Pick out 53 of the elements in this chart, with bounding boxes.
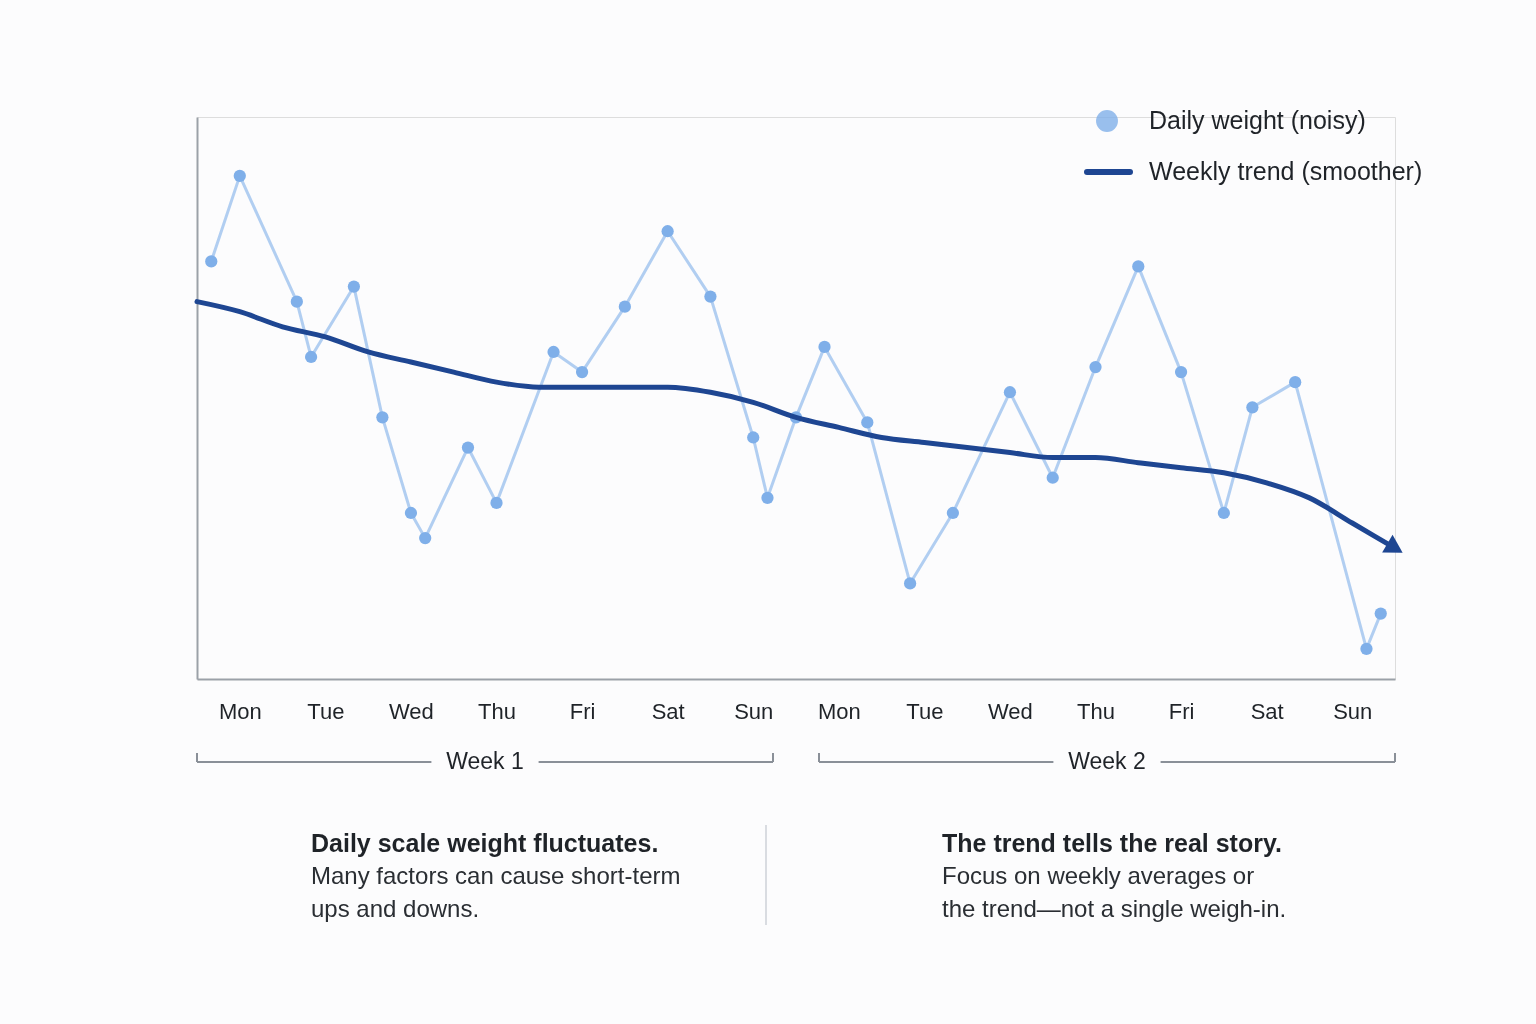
point xyxy=(1246,401,1259,414)
point xyxy=(1003,386,1017,399)
x-tick-label: Thu xyxy=(478,698,516,724)
point xyxy=(946,506,959,520)
point xyxy=(761,491,774,504)
point xyxy=(490,496,503,510)
legend-label: Daily weight (noisy) xyxy=(1149,106,1366,134)
x-tick-label: Tue xyxy=(906,698,944,724)
point xyxy=(205,255,218,268)
point xyxy=(1360,642,1373,655)
point xyxy=(1374,607,1387,620)
point xyxy=(661,225,674,238)
point xyxy=(376,411,389,424)
point xyxy=(461,441,475,454)
x-tick-label: Sat xyxy=(651,698,685,724)
x-tick-label: Sun xyxy=(1333,698,1373,724)
point xyxy=(1174,365,1188,379)
point xyxy=(233,169,246,182)
x-tick-label: Thu xyxy=(1077,698,1115,724)
point xyxy=(618,300,631,313)
text: The trend tells the real story. xyxy=(942,829,1282,857)
x-tick-label: Mon xyxy=(817,698,861,724)
point xyxy=(1046,471,1059,484)
point xyxy=(347,280,360,293)
point xyxy=(419,532,432,545)
point xyxy=(575,365,589,379)
text: Week 2 xyxy=(1068,748,1146,774)
point xyxy=(1217,506,1230,520)
point xyxy=(547,345,560,359)
x-tick-label: Fri xyxy=(569,698,596,724)
x-tick-label: Wed xyxy=(389,698,434,724)
x-tick-label: Wed xyxy=(988,698,1033,724)
x-tick-label: Fri xyxy=(1168,698,1195,724)
point xyxy=(304,350,318,364)
point xyxy=(404,506,418,520)
text: Daily scale weight fluctuates. xyxy=(311,829,659,857)
x-tick-label: Sun xyxy=(734,698,774,724)
legend-label: Weekly trend (smoother) xyxy=(1149,157,1423,185)
point xyxy=(818,340,831,354)
x-tick-label: Sat xyxy=(1250,698,1284,724)
point xyxy=(1132,260,1145,273)
text: Many factors can cause short-term ups and downs. xyxy=(311,862,681,922)
point xyxy=(903,577,917,590)
point xyxy=(1089,360,1102,374)
point xyxy=(861,416,874,429)
text: Focus on weekly averages or the trend—not a single weigh-in. xyxy=(942,862,1287,922)
x-tick-label: Tue xyxy=(307,698,345,724)
point xyxy=(704,290,717,303)
text: Week 1 xyxy=(446,748,524,774)
point xyxy=(1289,376,1302,389)
point xyxy=(747,431,760,444)
x-tick-label: Mon xyxy=(218,698,262,724)
point xyxy=(290,295,303,308)
